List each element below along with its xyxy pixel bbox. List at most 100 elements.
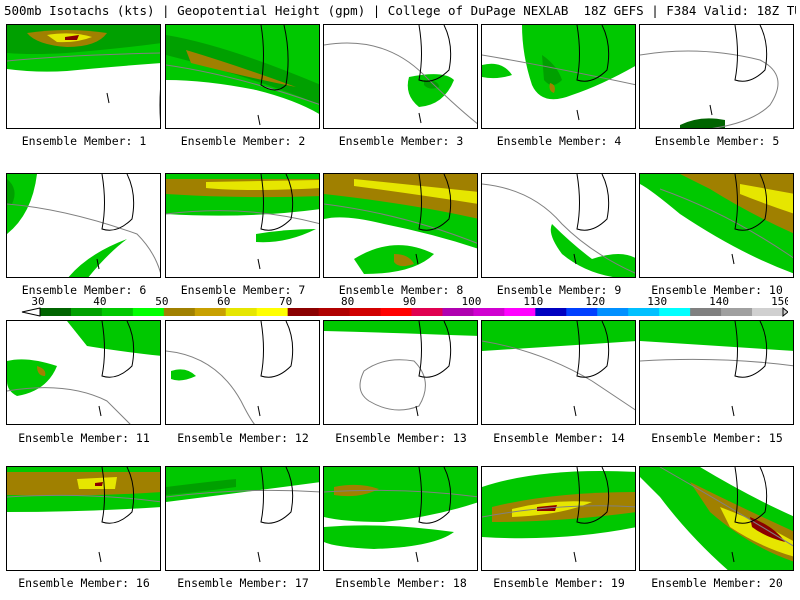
caption-member-11: Ensemble Member: 11 <box>18 431 150 445</box>
panel-member-11[interactable] <box>6 320 161 425</box>
colorbar-swatch <box>70 308 103 316</box>
map-member-6 <box>7 174 160 277</box>
map-member-13 <box>324 321 477 417</box>
caption-member-6: Ensemble Member: 6 <box>21 283 147 297</box>
colorbar-tick-label: 40 <box>93 295 106 308</box>
colorbar-tick-label: 150 <box>771 295 788 308</box>
colorbar-swatch <box>163 308 196 316</box>
panel-member-18[interactable] <box>323 466 478 571</box>
colorbar-swatch <box>40 308 72 316</box>
colorbar-swatch <box>473 308 505 316</box>
panel-member-5[interactable] <box>639 24 794 129</box>
caption-member-1: Ensemble Member: 1 <box>21 134 147 148</box>
colorbar-swatch <box>194 308 227 316</box>
map-member-7 <box>166 174 319 270</box>
panel-member-13[interactable] <box>323 320 478 425</box>
caption-member-9: Ensemble Member: 9 <box>496 283 622 297</box>
caption-member-12: Ensemble Member: 12 <box>177 431 309 445</box>
colorbar-legend: 30405060708090100110120130140150160170 <box>21 295 788 318</box>
colorbar-swatch <box>349 308 382 316</box>
colorbar-swatch <box>411 308 443 316</box>
panel-member-10[interactable] <box>639 173 794 278</box>
caption-member-20: Ensemble Member: 20 <box>651 576 783 590</box>
colorbar-swatch <box>628 308 660 316</box>
caption-member-10: Ensemble Member: 10 <box>651 283 783 297</box>
colorbar-swatch <box>566 308 598 316</box>
map-member-18 <box>324 467 477 563</box>
colorbar-swatch <box>380 308 412 316</box>
panel-member-8[interactable] <box>323 173 478 278</box>
panel-member-16[interactable] <box>6 466 161 571</box>
map-member-3 <box>324 25 477 125</box>
colorbar-swatch <box>721 308 753 316</box>
colorbar-tick-label: 90 <box>403 295 416 308</box>
map-member-1 <box>7 25 160 121</box>
header-title: 500mb Isotachs (kts) | Geopotential Heig… <box>4 3 569 18</box>
caption-member-16: Ensemble Member: 16 <box>18 576 150 590</box>
caption-member-19: Ensemble Member: 19 <box>493 576 625 590</box>
colorbar-tick-label: 100 <box>461 295 481 308</box>
panel-member-4[interactable] <box>481 24 636 129</box>
caption-member-8: Ensemble Member: 8 <box>338 283 464 297</box>
caption-member-14: Ensemble Member: 14 <box>493 431 625 445</box>
map-member-4 <box>482 25 635 121</box>
map-member-10 <box>640 174 793 274</box>
map-member-12 <box>166 321 294 424</box>
caption-member-13: Ensemble Member: 13 <box>335 431 467 445</box>
colorbar-tick-label: 140 <box>709 295 729 308</box>
caption-member-15: Ensemble Member: 15 <box>651 431 783 445</box>
colorbar-tick-label: 50 <box>155 295 168 308</box>
map-member-17 <box>166 467 319 563</box>
colorbar-swatch <box>287 308 320 316</box>
colorbar-left-arrow <box>21 307 41 317</box>
colorbar-swatch <box>101 308 134 316</box>
colorbar-swatch <box>442 308 474 316</box>
colorbar-swatch <box>597 308 629 316</box>
colorbar-tick-label: 30 <box>31 295 44 308</box>
panel-member-3[interactable] <box>323 24 478 129</box>
panel-member-6[interactable] <box>6 173 161 278</box>
colorbar-swatch <box>535 308 567 316</box>
colorbar-right-arrow <box>782 306 788 318</box>
caption-member-3: Ensemble Member: 3 <box>338 134 464 148</box>
colorbar-swatch <box>504 308 536 316</box>
header-run-info: 18Z GEFS | F384 Valid: 18Z TUE JUN 24 20… <box>583 3 797 18</box>
panel-member-17[interactable] <box>165 466 320 571</box>
colorbar-tick-label: 120 <box>585 295 605 308</box>
panel-member-9[interactable] <box>481 173 636 278</box>
colorbar-swatch <box>225 308 258 316</box>
caption-member-2: Ensemble Member: 2 <box>180 134 306 148</box>
map-member-14 <box>482 321 635 417</box>
map-member-15 <box>640 321 793 417</box>
map-member-16 <box>7 467 160 563</box>
caption-member-18: Ensemble Member: 18 <box>335 576 467 590</box>
panel-member-14[interactable] <box>481 320 636 425</box>
colorbar-tick-label: 110 <box>523 295 543 308</box>
map-member-8 <box>324 174 477 274</box>
caption-member-17: Ensemble Member: 17 <box>177 576 309 590</box>
panel-member-12[interactable] <box>165 320 320 425</box>
colorbar-swatch <box>752 308 784 316</box>
colorbar-tick-label: 60 <box>217 295 230 308</box>
colorbar-swatch <box>132 308 165 316</box>
colorbar-swatch <box>318 308 351 316</box>
panel-member-2[interactable] <box>165 24 320 129</box>
map-member-9 <box>482 174 635 277</box>
colorbar-tick-label: 130 <box>647 295 667 308</box>
map-member-11 <box>7 321 160 424</box>
colorbar-tick-label: 70 <box>279 295 292 308</box>
map-member-5 <box>640 25 779 128</box>
panel-member-7[interactable] <box>165 173 320 278</box>
colorbar-tick-label: 80 <box>341 295 354 308</box>
map-header: 500mb Isotachs (kts) | Geopotential Heig… <box>4 3 796 21</box>
panel-member-15[interactable] <box>639 320 794 425</box>
caption-member-7: Ensemble Member: 7 <box>180 283 306 297</box>
panel-member-1[interactable] <box>6 24 161 129</box>
caption-member-4: Ensemble Member: 4 <box>496 134 622 148</box>
panel-member-20[interactable] <box>639 466 794 571</box>
panel-member-19[interactable] <box>481 466 636 571</box>
map-member-20 <box>640 467 793 570</box>
colorbar-swatch <box>256 308 289 316</box>
map-member-2 <box>166 25 319 126</box>
colorbar-swatch <box>690 308 722 316</box>
